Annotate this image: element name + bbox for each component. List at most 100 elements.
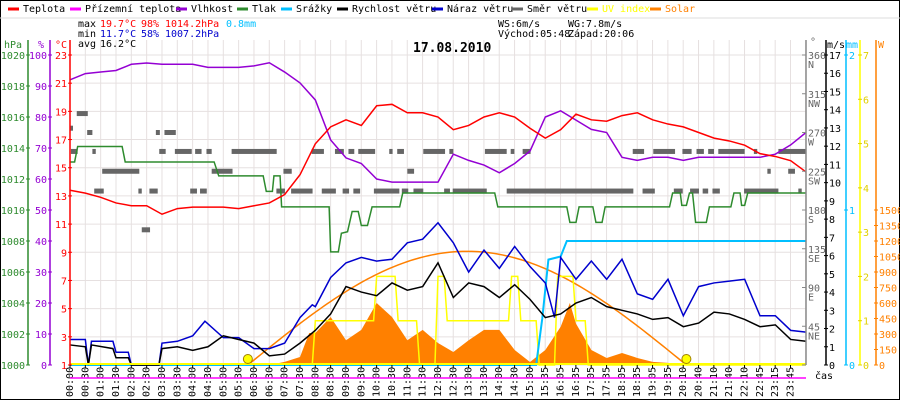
wind-direction-mark — [673, 188, 683, 194]
celsius-label: 13 — [55, 192, 67, 203]
stat-min-humidity: 58% — [141, 29, 159, 40]
wind-direction-mark — [682, 148, 692, 154]
wind-direction-mark — [708, 148, 714, 154]
hpa-label: 1014 — [1, 144, 25, 155]
watts-label: 1200 — [879, 237, 900, 248]
time-label: 04:30 — [203, 367, 214, 397]
degree-label: 90 — [808, 284, 820, 295]
degree-label: 180 — [808, 206, 826, 217]
percent-label: 50 — [35, 206, 47, 217]
percent-label: 40 — [35, 237, 47, 248]
hpa-label: 1012 — [1, 175, 25, 186]
time-label: 04:00 — [188, 367, 199, 397]
uv-label: 6 — [863, 95, 869, 106]
stat-wind-gust: WG:7.8m/s — [568, 19, 622, 30]
hpa-label: 1006 — [1, 268, 25, 279]
watts-label: 1350 — [879, 222, 900, 233]
percent-label: 90 — [35, 82, 47, 93]
wind-direction-mark — [342, 188, 350, 194]
sunrise-marker — [242, 354, 253, 364]
time-label: 18:35 — [632, 367, 643, 397]
direction-label: N — [808, 60, 814, 71]
percent-label: 10 — [35, 330, 47, 341]
humidity-line — [69, 61, 807, 183]
wind-direction-mark — [200, 188, 207, 194]
legend-label: Tlak — [252, 4, 276, 15]
wind-direction-mark — [401, 188, 409, 194]
watts-label: 150 — [879, 346, 897, 357]
wind-direction-mark — [712, 188, 720, 194]
uv-label: 4 — [863, 184, 869, 195]
degree-label: 225 — [808, 167, 826, 178]
time-label: 17:35 — [602, 367, 613, 397]
direction-label: W — [808, 138, 815, 149]
wind-direction-mark — [92, 148, 96, 154]
legend-label: Přízemní teplota — [85, 3, 181, 15]
wind-direction-mark — [190, 188, 197, 194]
celsius-label: 17 — [55, 136, 67, 147]
time-label: 12:30 — [448, 367, 459, 397]
ms-label: 11 — [829, 160, 841, 171]
watts-label: 0 — [879, 361, 885, 372]
celsius-label: 21 — [55, 79, 67, 90]
stat-min-pressure: 1007.2hPa — [165, 29, 219, 40]
time-label: 08:00 — [310, 367, 321, 397]
wind-direction-mark — [321, 188, 336, 194]
percent-label: 70 — [35, 144, 47, 155]
axis-unit-percent: % — [38, 40, 44, 51]
celsius-label: 1 — [61, 361, 67, 372]
percent-label: 20 — [35, 299, 47, 310]
wind-direction-mark — [211, 168, 233, 174]
time-label: 13:30 — [479, 367, 490, 397]
wind-direction-mark — [767, 168, 771, 174]
watts-label: 300 — [879, 330, 897, 341]
wind-direction-mark — [549, 188, 634, 194]
wind-direction-mark — [444, 188, 450, 194]
legend-label: Náraz větru — [447, 3, 513, 15]
percent-label: 80 — [35, 113, 47, 124]
time-label: 05:30 — [234, 367, 245, 397]
stat-sunrise: Východ:05:48 — [498, 28, 570, 40]
axis-unit-mm: mm — [846, 40, 858, 51]
time-label: 10:00 — [372, 367, 383, 397]
wind-direction-mark — [653, 148, 676, 154]
wind-direction-mark — [283, 168, 292, 174]
mm-label: 2 — [849, 51, 855, 62]
ms-label: 0 — [829, 361, 835, 372]
time-label: 00:00 — [65, 367, 76, 397]
wind-direction-mark — [642, 188, 655, 194]
time-label: 09:30 — [356, 367, 367, 397]
wind-direction-mark — [311, 148, 324, 154]
watts-label: 1500 — [879, 206, 900, 217]
ms-label: 3 — [829, 306, 835, 317]
time-label: 17:05 — [586, 367, 597, 397]
watts-label: 1050 — [879, 253, 900, 264]
time-label: 21:10 — [709, 367, 720, 397]
mm-label: 0 — [849, 361, 855, 372]
time-label: 19:35 — [663, 367, 674, 397]
wind-direction-mark — [389, 148, 393, 154]
time-label: 23:45 — [786, 367, 797, 397]
time-label: 23:15 — [770, 367, 781, 397]
ms-label: 4 — [829, 288, 835, 299]
wind-direction-mark — [484, 148, 507, 154]
ms-label: 6 — [829, 252, 835, 263]
axes: 1000100210041006100810101012101410161018… — [1, 40, 900, 372]
solar-area — [70, 303, 806, 365]
celsius-label: 11 — [55, 220, 67, 231]
wind-direction-mark — [718, 148, 745, 154]
wind-gust-line — [70, 221, 807, 366]
wind-direction-mark — [510, 148, 515, 154]
time-label: 18:05 — [617, 367, 628, 397]
stat-max-temp: 19.7°C — [100, 19, 136, 30]
ms-label: 7 — [829, 233, 835, 244]
axis-unit-ms: m/s — [827, 40, 845, 51]
time-label: 14:00 — [494, 367, 505, 397]
degree-label: 270 — [808, 129, 826, 140]
ms-label: 5 — [829, 270, 835, 281]
legend-label: Směr větru — [527, 3, 587, 15]
time-label: 09:00 — [341, 367, 352, 397]
legend-label: Srážky — [296, 3, 332, 15]
wind-direction-mark — [164, 130, 176, 135]
